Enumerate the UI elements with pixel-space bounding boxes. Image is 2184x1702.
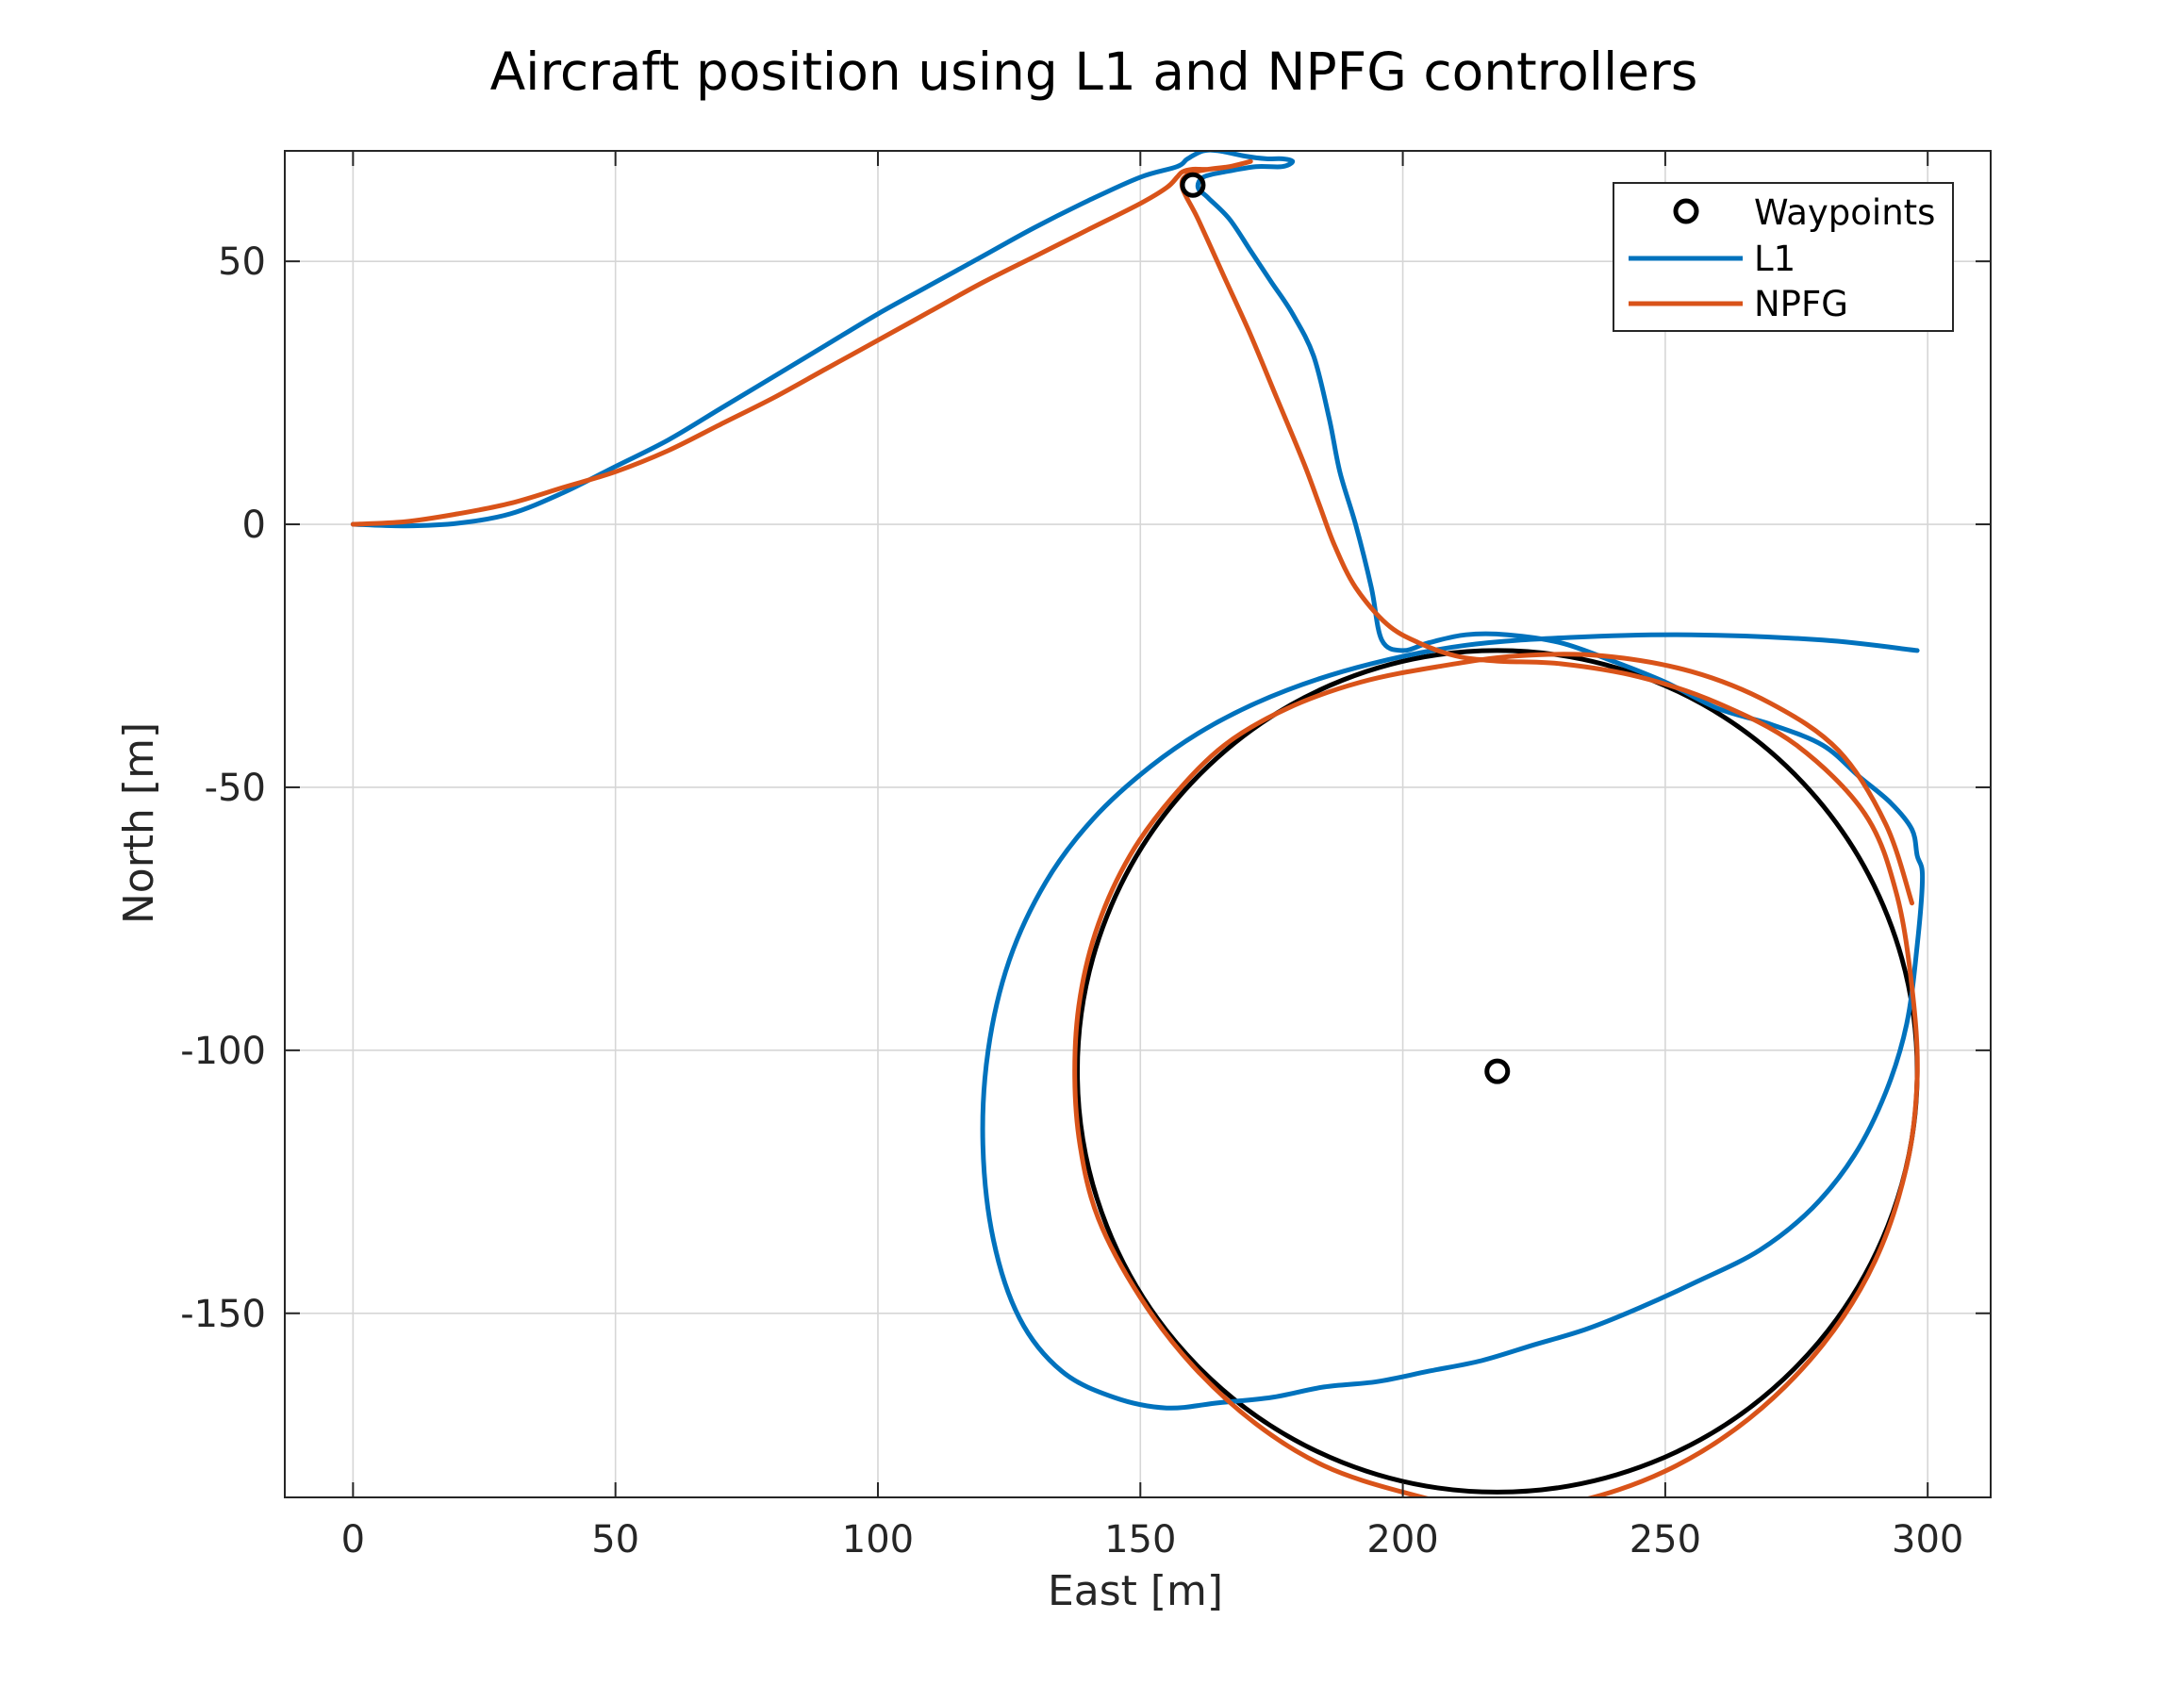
legend-waypoints-label: Waypoints	[1754, 192, 1935, 233]
x-tick-label: 150	[1104, 1518, 1176, 1562]
x-tick-label: 200	[1366, 1518, 1438, 1562]
x-tick-label: 250	[1630, 1518, 1701, 1562]
y-tick-label: -100	[180, 1030, 266, 1073]
axis-ticks: 0 50 100 150 200 250 300 50 0 -50 -100 -150	[180, 151, 1991, 1562]
x-tick-label: 50	[591, 1518, 639, 1562]
x-tick-label: 100	[842, 1518, 914, 1562]
x-axis-label: East [m]	[1048, 1567, 1223, 1615]
legend-waypoints-marker	[1673, 198, 1699, 224]
plot-area	[350, 151, 1926, 1497]
axes-frame	[284, 150, 1992, 1498]
y-tick-label: -50	[205, 767, 266, 810]
y-axis-label: North [m]	[115, 722, 163, 924]
y-tick-label: 50	[218, 240, 266, 284]
grid-lines	[285, 151, 1991, 1497]
legend-l1-label: L1	[1754, 239, 1795, 279]
waypoint-marker	[1484, 1058, 1511, 1084]
chart-title: Aircraft position using L1 and NPFG cont…	[490, 41, 1698, 102]
y-tick-label: -150	[180, 1293, 266, 1336]
waypoint-marker	[1180, 172, 1206, 198]
y-tick-label: 0	[242, 504, 266, 547]
legend-npfg-label: NPFG	[1754, 284, 1848, 324]
series-l1-line	[350, 151, 1926, 1411]
x-tick-label: 300	[1892, 1518, 1963, 1562]
legend: Waypoints L1 NPFG	[1613, 182, 1954, 332]
x-tick-label: 0	[341, 1518, 365, 1562]
series-npfg-line	[350, 158, 1920, 1497]
